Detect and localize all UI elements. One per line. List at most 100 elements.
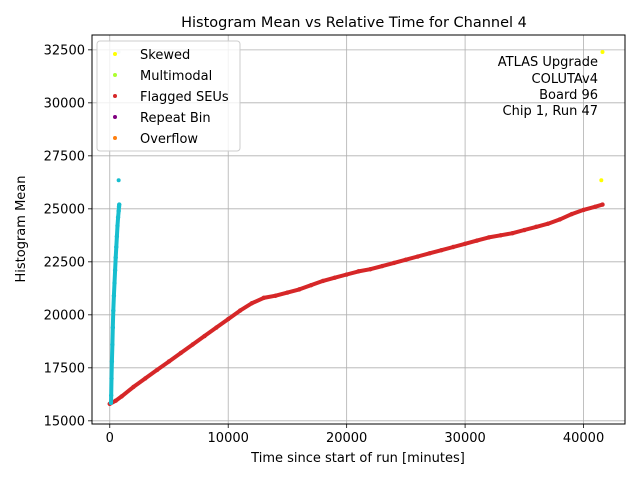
data-point (116, 178, 121, 183)
data-point (178, 350, 184, 356)
y-tick-label: 32500 (44, 43, 85, 58)
annotation-line-2: COLUTAv4 (532, 72, 598, 87)
data-point (115, 215, 121, 220)
data-point (111, 308, 116, 313)
x-tick-label: 30000 (444, 431, 485, 446)
data-point (109, 376, 114, 381)
annotation-line-3: Board 96 (539, 88, 598, 103)
x-tick-label: 0 (106, 431, 114, 446)
legend-marker (113, 94, 117, 98)
data-point (557, 217, 563, 222)
data-point (320, 278, 326, 284)
legend-marker (113, 136, 117, 140)
data-point (143, 376, 148, 381)
legend-marker (113, 73, 117, 77)
data-point (297, 287, 302, 292)
data-point (368, 267, 373, 272)
data-point (110, 325, 116, 330)
legend-box (96, 40, 241, 152)
data-point (332, 275, 338, 280)
annotation-line-1: ATLAS Upgrade (498, 55, 598, 70)
data-point (451, 244, 456, 250)
data-point (593, 204, 598, 209)
data-point (117, 202, 122, 207)
data-point (114, 234, 120, 239)
series-0 (107, 202, 605, 407)
chart-title: Histogram Mean vs Relative Time for Chan… (181, 15, 527, 31)
data-point (344, 272, 349, 277)
data-point (249, 300, 255, 306)
data-point (510, 231, 515, 236)
legend-label: Repeat Bin (140, 111, 211, 126)
y-axis: 15000 17500 20000 22500 25000 27500 30000 32500 (44, 43, 92, 429)
data-point (237, 308, 243, 313)
series-4 (599, 49, 605, 183)
grid (92, 35, 625, 424)
data-point (116, 208, 121, 214)
data-point (214, 325, 219, 330)
data-point (569, 211, 574, 217)
x-tick-label: 10000 (208, 431, 249, 446)
legend-marker (113, 115, 117, 119)
data-point (498, 233, 503, 238)
data-point (226, 316, 231, 322)
y-tick-label: 27500 (44, 149, 85, 164)
data-point (403, 257, 409, 262)
x-axis-label: Time since start of run [minutes] (250, 451, 465, 466)
x-axis: 0 10000 20000 30000 40000 (106, 424, 604, 446)
legend-label: Flagged SEUs (140, 90, 229, 105)
series-2 (116, 178, 121, 183)
data-point (108, 393, 114, 398)
data-point (474, 238, 480, 243)
data-point (522, 227, 527, 233)
data-point (427, 251, 432, 256)
data-point (154, 367, 160, 373)
data-point (202, 333, 207, 339)
data-point (545, 221, 551, 226)
data-point (273, 293, 278, 298)
x-tick-label: 40000 (563, 431, 604, 446)
y-tick-label: 20000 (44, 308, 85, 323)
data-point (356, 269, 361, 274)
data-point (308, 282, 314, 288)
data-point (110, 342, 115, 347)
data-point (112, 268, 118, 273)
data-point (533, 224, 539, 230)
data-point (391, 260, 397, 266)
data-point (115, 223, 120, 228)
data-point (486, 235, 491, 240)
series-1 (108, 202, 122, 406)
x-tick-label: 20000 (326, 431, 367, 446)
legend-marker (113, 52, 117, 56)
data-point (581, 207, 586, 213)
y-tick-label: 17500 (44, 361, 85, 376)
data-point (108, 400, 114, 406)
data-point (190, 342, 195, 347)
data-point (285, 290, 290, 295)
data-point (131, 384, 136, 390)
data-point (415, 254, 420, 259)
annotation-line-4: Chip 1, Run 47 (503, 104, 598, 119)
data-point (600, 202, 605, 207)
data-point (166, 359, 172, 364)
legend-label: Multimodal (140, 69, 212, 84)
y-tick-label: 22500 (44, 255, 85, 270)
legend-label: Skewed (140, 48, 190, 63)
data-point (114, 244, 119, 250)
data-point (119, 394, 124, 399)
y-tick-label: 30000 (44, 96, 85, 111)
y-tick-label: 15000 (44, 414, 85, 429)
data-point (261, 295, 266, 301)
data-point (379, 263, 385, 269)
data-point (600, 49, 605, 54)
data-point (109, 359, 115, 364)
data-point (439, 247, 444, 253)
data-point (113, 398, 118, 403)
data-point (111, 293, 117, 298)
y-tick-label: 25000 (44, 202, 85, 217)
y-axis-label: Histogram Mean (14, 176, 29, 283)
data-point (599, 178, 604, 183)
data-point (112, 280, 117, 286)
plot-frame (91, 34, 626, 425)
